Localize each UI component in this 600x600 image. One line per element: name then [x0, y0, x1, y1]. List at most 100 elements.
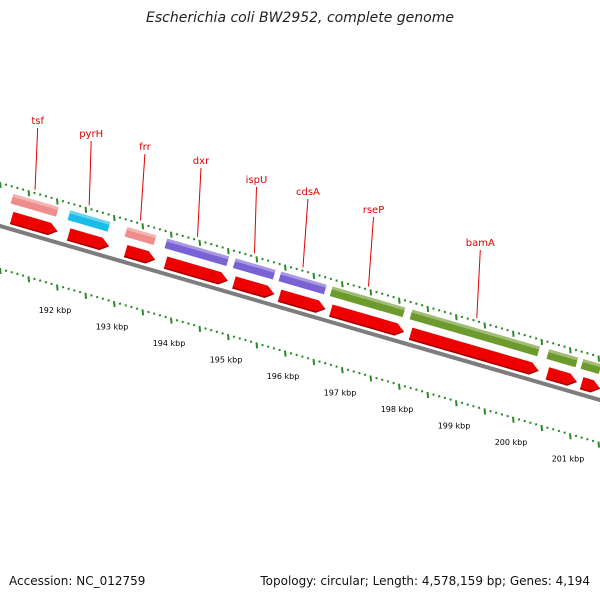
inner-tick — [375, 376, 378, 380]
leader-line-pyrH — [88, 140, 92, 206]
cds-arrow — [66, 228, 109, 251]
outer-tick — [306, 270, 310, 274]
genome-stats-text: Topology: circular; Length: 4,578,159 bp… — [260, 574, 590, 588]
leader-line-frr — [140, 153, 146, 221]
cds-arrow-shape — [277, 289, 326, 313]
inner-tick — [209, 328, 213, 332]
inner-tick — [0, 267, 2, 275]
leader-line-rseP — [368, 216, 374, 287]
inner-tick — [113, 300, 116, 308]
outer-tick — [449, 312, 452, 315]
inner-tick — [78, 290, 82, 294]
outer-tick — [500, 327, 504, 330]
cds-arrow-shadow — [329, 315, 404, 336]
inner-tick — [551, 428, 555, 431]
inner-tick — [21, 274, 25, 277]
inner-tick — [289, 352, 293, 355]
inner-tick — [460, 401, 464, 405]
inner-tick — [409, 386, 412, 390]
inner-tick — [141, 309, 145, 316]
inner-tick — [4, 269, 8, 272]
inner-tick — [175, 318, 179, 322]
outer-tick — [67, 201, 70, 205]
gene-bar-unnamed-8 — [546, 349, 579, 368]
gene-bar-pyrH — [67, 210, 111, 232]
inner-tick — [95, 295, 99, 299]
tick-label-194: 194 kbp — [153, 339, 186, 348]
inner-tick — [380, 378, 384, 382]
tick-label-200: 200 kbp — [495, 438, 528, 447]
gene-bar-highlight — [166, 238, 230, 260]
inner-tick — [107, 299, 110, 302]
outer-tick — [232, 249, 236, 253]
outer-tick — [215, 244, 219, 248]
leader-line-bamA — [476, 249, 481, 318]
inner-tick — [329, 363, 333, 367]
label-lines — [34, 127, 481, 318]
inner-tick — [301, 355, 304, 358]
gene-bar-rseP — [329, 286, 406, 318]
outer-tick — [323, 275, 327, 279]
outer-tick — [0, 181, 2, 189]
outer-tick — [523, 333, 526, 337]
outer-tick — [472, 318, 475, 322]
cds-arrow-shadow — [232, 287, 275, 299]
cds-arrow-shape — [163, 256, 228, 284]
cds-arrow — [579, 377, 600, 393]
outer-tick — [460, 315, 464, 319]
outer-tick — [466, 317, 469, 320]
gene-bar-ispU — [232, 258, 276, 280]
outer-tick — [551, 342, 555, 345]
outer-tick — [170, 231, 173, 238]
tick-label-198: 198 kbp — [381, 405, 414, 414]
inner-tick — [529, 421, 532, 425]
outer-tick — [78, 204, 82, 208]
outer-tick — [546, 340, 549, 343]
outer-tick — [261, 257, 264, 261]
inner-tick — [443, 396, 447, 400]
leader-line-ispU — [254, 186, 257, 254]
tick-label-195: 195 kbp — [210, 356, 243, 365]
inner-tick — [10, 271, 13, 274]
inner-tick — [574, 434, 578, 438]
inner-tick — [449, 398, 452, 401]
outer-tick — [164, 229, 167, 233]
cds-arrow-shadow — [9, 222, 58, 236]
cds-arrow-shape — [232, 276, 274, 298]
gene-label-tsf: tsf — [31, 116, 44, 127]
tick-label-199: 199 kbp — [438, 422, 471, 431]
inner-tick — [432, 393, 435, 396]
inner-tick — [312, 358, 316, 366]
inner-tick — [27, 276, 31, 283]
gene-label-bamA: bamA — [466, 238, 495, 249]
outer-tick — [135, 221, 139, 224]
outer-tick — [506, 328, 509, 332]
inner-tick — [358, 371, 361, 375]
inner-tick — [466, 403, 469, 406]
outer-tick — [204, 241, 207, 244]
outer-tick — [61, 199, 65, 203]
inner-tick — [540, 424, 544, 432]
leader-line-tsf — [34, 127, 39, 190]
outer-tick — [16, 186, 19, 190]
inner-tick — [84, 292, 88, 299]
outer-tick — [255, 256, 259, 263]
inner-tick — [124, 304, 127, 307]
inner-tick — [363, 373, 367, 377]
outer-tick — [335, 279, 338, 282]
cds-arrow-shadow — [66, 239, 109, 251]
gene-bar-highlight — [280, 271, 327, 288]
outer-tick — [130, 219, 133, 223]
outer-tick — [477, 320, 481, 324]
outer-tick — [563, 345, 566, 348]
outer-tick — [289, 266, 293, 269]
gene-bar-highlight — [411, 309, 540, 350]
outer-tick — [147, 224, 150, 228]
inner-tick — [563, 431, 566, 434]
inner-tick — [227, 334, 230, 341]
inner-tick — [534, 423, 538, 426]
gene-bar-highlight — [126, 226, 157, 239]
gene-bar-highlight — [69, 210, 111, 225]
inner-tick — [477, 406, 481, 410]
